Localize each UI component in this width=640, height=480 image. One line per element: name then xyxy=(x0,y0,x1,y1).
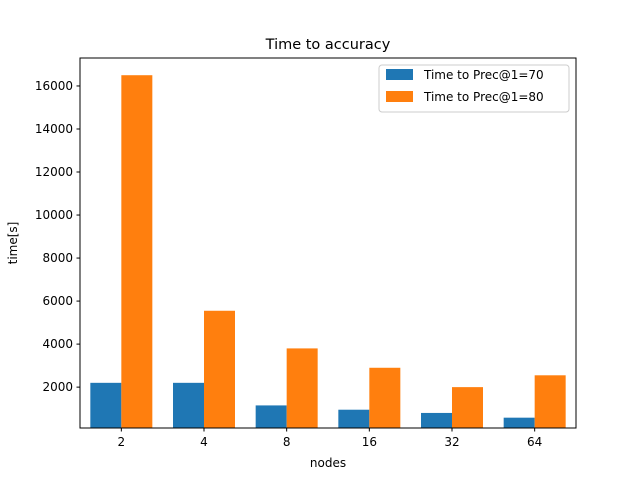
y-tick-label: 6000 xyxy=(42,294,73,308)
bar-series-1-32 xyxy=(421,412,452,428)
x-tick-label: 32 xyxy=(444,435,459,449)
x-tick-label: 64 xyxy=(527,435,542,449)
legend-label-series-1: Time to Prec@1=70 xyxy=(423,68,544,82)
y-tick-label: 12000 xyxy=(35,165,73,179)
y-tick-label: 14000 xyxy=(35,122,73,136)
bar-series-1-64 xyxy=(503,417,535,428)
x-tick-label: 16 xyxy=(362,435,377,449)
y-tick-label: 2000 xyxy=(42,380,73,394)
y-tick-label: 16000 xyxy=(35,79,73,93)
chart-title: Time to accuracy xyxy=(265,37,391,53)
bar-series-2-16 xyxy=(369,367,401,428)
legend-label-series-2: Time to Prec@1=80 xyxy=(423,90,544,104)
x-axis-label: nodes xyxy=(310,456,346,470)
x-tick-label: 4 xyxy=(200,435,208,449)
y-tick-label: 8000 xyxy=(42,251,73,265)
bar-series-2-2 xyxy=(121,75,153,429)
bar-series-2-32 xyxy=(452,387,483,428)
plot-frame xyxy=(79,57,577,429)
legend-swatch-series-1 xyxy=(386,69,413,80)
bar-series-1-16 xyxy=(338,409,370,428)
y-axis-label: time[s] xyxy=(6,222,20,265)
bar-series-2-64 xyxy=(534,375,566,428)
bar-series-1-8 xyxy=(255,405,287,428)
x-tick-label: 2 xyxy=(118,435,126,449)
legend-swatch-series-2 xyxy=(386,91,413,102)
legend: Time to Prec@1=70 Time to Prec@1=80 xyxy=(378,64,570,113)
y-tick-label: 4000 xyxy=(42,337,73,351)
x-axis-ticks: 2 4 8 16 32 64 xyxy=(118,428,542,449)
y-axis-ticks: 2000 4000 6000 8000 10000 12000 14000 16000 xyxy=(35,79,80,394)
bar-series-1-4 xyxy=(173,382,204,428)
x-tick-label: 8 xyxy=(283,435,291,449)
legend-frame xyxy=(378,64,570,113)
bars-layer xyxy=(90,75,566,429)
bar-series-2-4 xyxy=(204,310,235,428)
bar-series-1-2 xyxy=(90,382,122,428)
bar-series-2-8 xyxy=(286,348,318,428)
y-tick-label: 10000 xyxy=(35,208,73,222)
